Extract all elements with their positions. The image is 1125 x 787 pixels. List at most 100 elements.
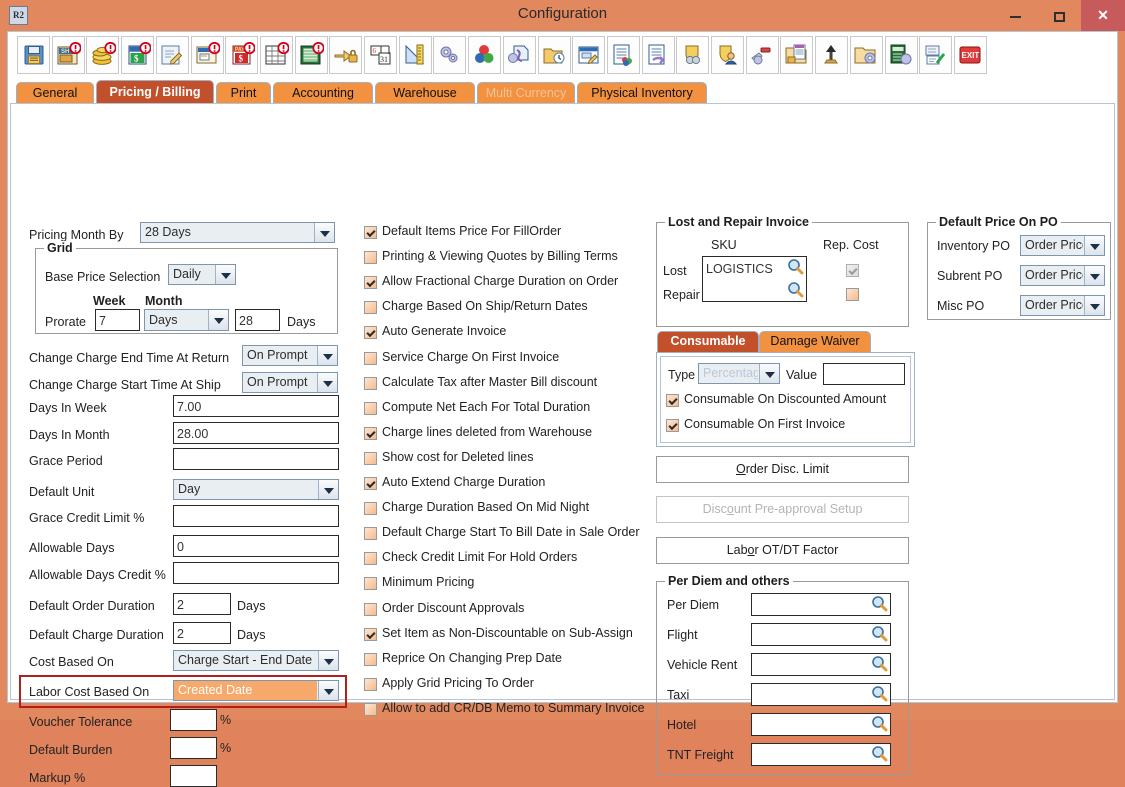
days-in-week-input[interactable] [173, 395, 339, 417]
search-icon[interactable] [871, 715, 888, 732]
checkbox-check-credit-limit-for-hold-orders[interactable] [364, 552, 377, 566]
days-in-month-input[interactable] [173, 422, 339, 444]
chevron-down-icon[interactable] [1084, 266, 1104, 285]
tab-accounting[interactable]: Accounting [273, 82, 373, 104]
chevron-down-icon[interactable] [318, 480, 338, 499]
toolbar-button-ledger[interactable] [294, 36, 328, 74]
toolbar-button-form-check[interactable] [919, 36, 953, 74]
checkbox-apply-grid-pricing-to-order[interactable] [364, 677, 377, 691]
voucher-tolerance-input[interactable] [170, 709, 217, 731]
checkbox-minimum-pricing[interactable] [364, 577, 377, 591]
checkbox-show-cost-for-deleted-lines[interactable] [364, 451, 377, 465]
checkbox-reprice-on-changing-prep-date[interactable] [364, 652, 377, 666]
search-icon[interactable] [787, 258, 804, 275]
checkbox-allow-to-add-cr-db-memo-to-summary-invoice[interactable] [364, 702, 377, 716]
checkbox-calculate-tax-after-master-bill-discount[interactable] [364, 376, 377, 390]
toolbar-button-document-objects[interactable] [606, 36, 640, 74]
checkbox-charge-lines-deleted-from-warehouse[interactable] [364, 426, 377, 440]
search-icon[interactable] [871, 685, 888, 702]
tab-physical-inventory[interactable]: Physical Inventory [577, 82, 707, 104]
change-charge-start-select[interactable]: On Prompt [242, 372, 338, 393]
default-charge-duration-input[interactable] [173, 622, 231, 644]
tab-multi-currency[interactable]: Multi Currency [477, 82, 575, 104]
close-button[interactable]: ✕ [1081, 0, 1125, 31]
base-price-selection-select[interactable]: Daily [168, 264, 236, 285]
per-diem-input-4[interactable] [752, 714, 872, 735]
checkbox-default-charge-start-to-bill-date-in-sale-order[interactable] [364, 527, 377, 541]
prorate-week-input[interactable] [95, 309, 140, 331]
checkbox-service-charge-on-first-invoice[interactable] [364, 351, 377, 365]
repair-sku-input[interactable] [703, 280, 806, 302]
allowable-days-credit-input[interactable] [173, 562, 339, 584]
checkbox-compute-net-each-for-total-duration[interactable] [364, 401, 377, 415]
toolbar-button-user-shield[interactable] [711, 36, 744, 74]
consumable-on-first-invoice-checkbox[interactable] [666, 419, 679, 432]
per-diem-input-2[interactable] [752, 654, 872, 675]
tab-pricing-billing[interactable]: Pricing / Billing [96, 80, 214, 104]
price-po-select-0[interactable]: Order Price [1020, 235, 1105, 256]
toolbar-button-folder-gear[interactable] [849, 36, 883, 74]
checkbox-charge-duration-based-on-mid-night[interactable] [364, 502, 377, 516]
discount-pre-approval-setup-button[interactable]: Discount Pre-approval Setup [656, 496, 909, 523]
grace-period-input[interactable] [173, 448, 339, 470]
toolbar-button-folder-clock[interactable] [537, 36, 571, 74]
allowable-days-input[interactable] [173, 535, 339, 557]
checkbox-set-item-as-non-discountable-on-sub-assign[interactable] [364, 627, 377, 641]
checkbox-charge-based-on-ship-return-dates[interactable] [364, 301, 377, 315]
toolbar-button-edit-note[interactable] [155, 36, 189, 74]
toolbar-button-color-spheres[interactable] [468, 36, 502, 74]
tab-damage-waiver[interactable]: Damage Waiver [759, 331, 871, 352]
toolbar-button-folder-locked[interactable] [780, 36, 814, 74]
chevron-down-icon[interactable] [314, 223, 334, 242]
prorate-month-unit-select[interactable]: Days [144, 309, 229, 331]
prorate-month-input[interactable] [235, 309, 280, 331]
toolbar-button-security-shield[interactable] [676, 36, 710, 74]
per-diem-input-1[interactable] [752, 624, 872, 645]
per-diem-input-3[interactable] [752, 684, 872, 705]
markup-input[interactable] [170, 765, 217, 787]
labor-cost-based-on-select[interactable]: Created Date [173, 680, 339, 701]
maximize-button[interactable] [1037, 0, 1081, 31]
chevron-down-icon[interactable] [215, 265, 235, 284]
grace-credit-limit-input[interactable] [173, 505, 339, 527]
toolbar-button-crane[interactable] [815, 36, 849, 74]
change-charge-end-select[interactable]: On Prompt [242, 345, 338, 366]
default-unit-select[interactable]: Day [173, 479, 339, 500]
default-burden-input[interactable] [170, 737, 217, 759]
checkbox-printing-viewing-quotes-by-billing-terms[interactable] [364, 251, 377, 265]
toolbar-button-calculator-gear[interactable] [884, 36, 918, 74]
cost-based-on-select[interactable]: Charge Start - End Date [173, 650, 339, 671]
checkbox-auto-extend-charge-duration[interactable] [364, 477, 377, 490]
chevron-down-icon[interactable] [318, 681, 338, 700]
checkbox-default-items-price-for-fillorder[interactable] [364, 226, 377, 239]
default-order-duration-input[interactable] [173, 593, 231, 615]
toolbar-button-document-export[interactable] [641, 36, 675, 74]
toolbar-button-order-entry[interactable] [190, 36, 224, 74]
toolbar-button-tag-settings[interactable] [502, 36, 536, 74]
toolbar-button-scanner[interactable] [745, 36, 779, 74]
per-diem-input-5[interactable] [752, 744, 872, 765]
minimize-button[interactable] [993, 0, 1037, 31]
search-icon[interactable] [787, 281, 804, 298]
price-po-select-1[interactable]: Order Price [1020, 265, 1105, 286]
toolbar-button-payment[interactable]: PAY $ [225, 36, 259, 74]
lost-sku-input[interactable] [703, 257, 806, 279]
order-disc-limit-button[interactable]: Order Disc. Limit [656, 456, 909, 483]
pricing-month-by-select[interactable]: 28 Days [140, 222, 335, 243]
search-icon[interactable] [871, 655, 888, 672]
toolbar-button-shipment[interactable]: SH [51, 36, 85, 74]
search-icon[interactable] [871, 625, 888, 642]
toolbar-button-permissions-lock[interactable] [329, 36, 363, 74]
consumable-value-input[interactable] [823, 363, 905, 385]
tab-general[interactable]: General [16, 82, 94, 104]
toolbar-button-save[interactable] [17, 36, 50, 74]
checkbox-allow-fractional-charge-duration-on-order[interactable] [364, 276, 377, 290]
checkbox-auto-generate-invoice[interactable] [364, 326, 377, 340]
tab-warehouse[interactable]: Warehouse [375, 82, 475, 104]
toolbar-button-grid[interactable] [259, 36, 293, 74]
toolbar-button-invoice[interactable]: $ [121, 36, 155, 74]
toolbar-button-calendar[interactable]: 6 31 [364, 36, 397, 74]
search-icon[interactable] [871, 595, 888, 612]
tab-print[interactable]: Print [216, 82, 271, 104]
checkbox-order-discount-approvals[interactable] [364, 602, 377, 616]
